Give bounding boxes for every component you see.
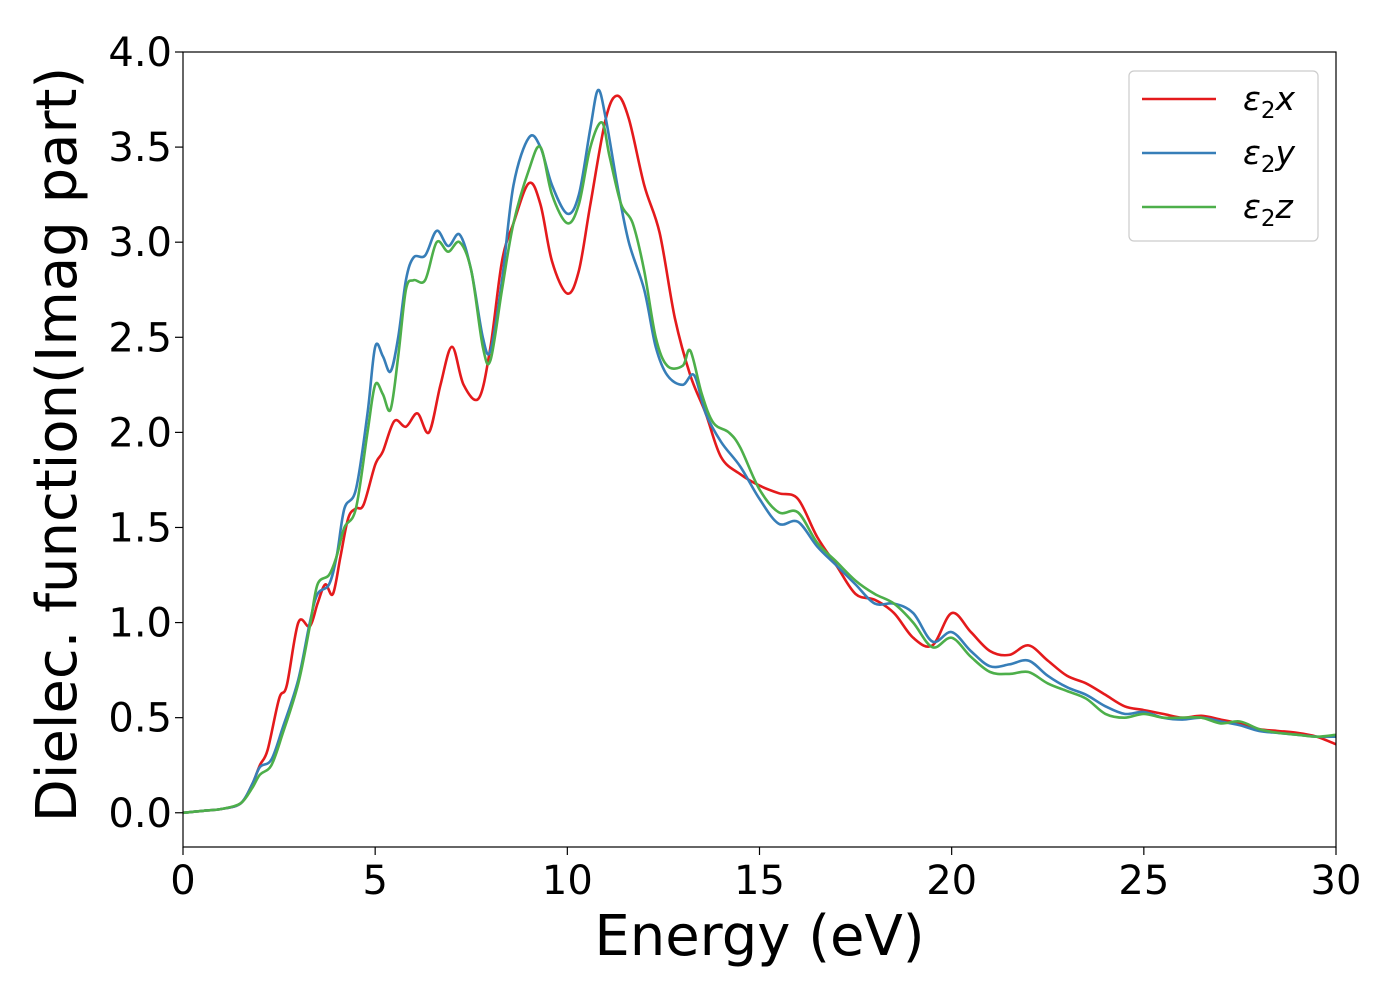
legend-label: ε2z xyxy=(1243,187,1293,232)
y-tick-label: 1.0 xyxy=(108,601,172,647)
series-line-z xyxy=(182,121,1337,815)
x-tick-label: 0 xyxy=(170,858,195,904)
y-tick-label: 0.5 xyxy=(108,696,172,742)
y-tick-label: 0.0 xyxy=(108,791,172,837)
y-tick-label: 1.5 xyxy=(108,505,172,551)
y-tick-label: 4.0 xyxy=(108,30,172,76)
tick-layer: 0 5 10 15 20 25 30 0.0 0.5 1.0 1.5 2.0 2.5 3.0 3.5 4.0 xyxy=(108,30,1361,904)
legend-box xyxy=(1128,70,1319,242)
x-tick-label: 5 xyxy=(362,858,387,904)
y-tick-label: 3.5 xyxy=(108,125,172,171)
legend-entry-z: ε2z xyxy=(1142,187,1293,232)
x-tick-label: 10 xyxy=(542,858,593,904)
x-axis-label: Energy (eV) xyxy=(594,904,924,969)
y-tick-label: 2.5 xyxy=(108,315,172,361)
x-tick-label: 15 xyxy=(734,858,785,904)
y-tick-label: 2.0 xyxy=(108,410,172,456)
legend-entry-y: ε2y xyxy=(1142,133,1295,178)
legend-label: ε2y xyxy=(1243,133,1295,178)
x-tick-label: 20 xyxy=(926,858,977,904)
plot-area-frame xyxy=(182,51,1337,848)
legend: ε2x ε2y ε2z xyxy=(1128,70,1319,242)
y-tick-label: 3.0 xyxy=(108,220,172,266)
x-tick-label: 30 xyxy=(1311,858,1362,904)
legend-entry-x: ε2x xyxy=(1142,79,1295,124)
series-layer xyxy=(182,88,1337,815)
legend-label: ε2x xyxy=(1243,79,1295,124)
x-tick-label: 25 xyxy=(1118,858,1169,904)
series-line-x xyxy=(182,94,1337,815)
y-axis-label: Dielec. function(Imag part) xyxy=(25,67,90,823)
